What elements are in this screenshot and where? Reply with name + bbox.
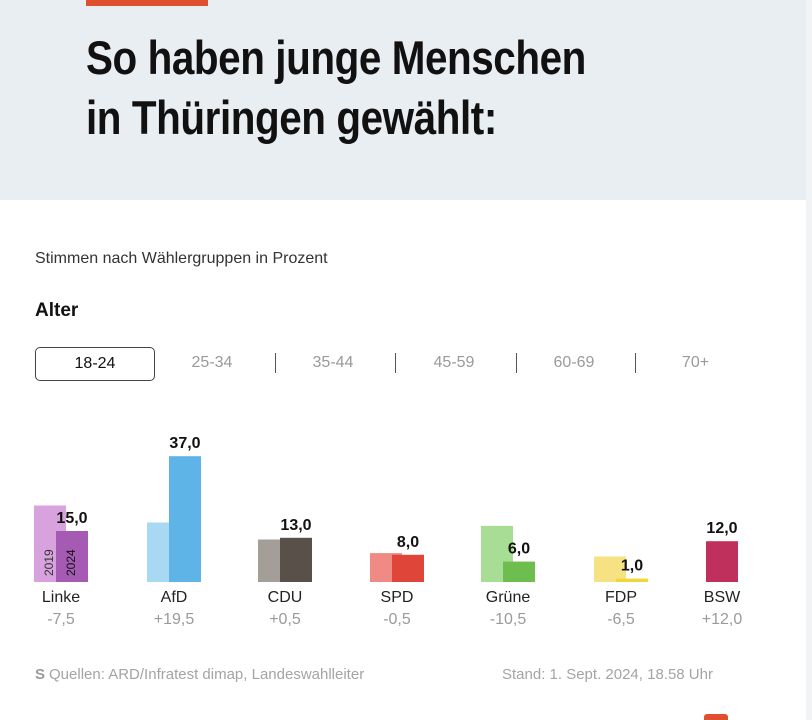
value-label-bsw: 12,0 xyxy=(706,520,737,537)
bar-2024-afd xyxy=(169,456,201,582)
tab-45-59[interactable]: 45-59 xyxy=(433,354,475,371)
change-label-linke: -7,5 xyxy=(47,611,75,628)
value-label-spd: 8,0 xyxy=(397,534,419,551)
corner-accent xyxy=(704,714,728,720)
header-banner: So haben junge Menschen in Thüringen gew… xyxy=(0,0,806,200)
tab-separator xyxy=(635,353,636,373)
category-label-linke: Linke xyxy=(42,589,80,606)
page-title: So haben junge Menschen in Thüringen gew… xyxy=(86,28,688,148)
change-label-afd: +19,5 xyxy=(154,611,195,628)
change-label-gruene: -10,5 xyxy=(490,611,527,628)
value-label-linke: 15,0 xyxy=(56,510,87,527)
bar-2024-gruene xyxy=(503,561,535,582)
age-tabs: 18-24 25-34 35-44 45-59 60-69 70+ xyxy=(35,347,755,381)
category-label-spd: SPD xyxy=(381,589,414,606)
section-label-alter: Alter xyxy=(35,300,79,321)
tab-18-24[interactable]: 18-24 xyxy=(35,347,155,381)
tab-separator xyxy=(275,353,276,373)
category-label-afd: AfD xyxy=(161,589,188,606)
bar-2024-fdp xyxy=(616,578,648,582)
timestamp: Stand: 1. Sept. 2024, 18.58 Uhr xyxy=(502,666,713,683)
tab-separator xyxy=(516,353,517,373)
vote-bar-chart: 15,0 Linke -7,5 2019 2024 37,0 AfD +19,5 13,0 CDU… xyxy=(34,435,743,628)
value-label-cdu: 13,0 xyxy=(280,517,311,534)
category-label-fdp: FDP xyxy=(605,589,637,606)
value-label-gruene: 6,0 xyxy=(508,541,530,558)
page-edge xyxy=(806,0,812,720)
bar-2024-spd xyxy=(392,554,424,582)
year-label-2024: 2024 xyxy=(64,549,78,576)
accent-bar xyxy=(86,0,208,6)
tab-70-plus[interactable]: 70+ xyxy=(681,354,710,371)
bar-2024-cdu xyxy=(280,537,312,582)
change-label-cdu: +0,5 xyxy=(269,611,301,628)
tab-25-34[interactable]: 25-34 xyxy=(191,354,233,371)
category-label-bsw: BSW xyxy=(704,589,741,606)
bar-2024-bsw xyxy=(706,541,738,582)
value-label-afd: 37,0 xyxy=(169,435,200,452)
title-line-2: in Thüringen gewählt: xyxy=(86,91,497,144)
year-label-2019: 2019 xyxy=(42,549,56,576)
source-note: S Quellen: ARD/Infratest dimap, Landeswah… xyxy=(35,666,364,683)
tab-separator xyxy=(395,353,396,373)
bar-2024-linke xyxy=(56,531,88,582)
title-line-1: So haben junge Menschen xyxy=(86,31,586,84)
category-label-cdu: CDU xyxy=(268,589,303,606)
tab-35-44[interactable]: 35-44 xyxy=(312,354,354,371)
change-label-fdp: -6,5 xyxy=(607,611,635,628)
category-label-gruene: Grüne xyxy=(486,589,531,606)
source-text: Quellen: ARD/Infratest dimap, Landeswahl… xyxy=(49,666,365,683)
bar-2019-fdp xyxy=(594,556,626,582)
value-label-fdp: 1,0 xyxy=(621,558,643,575)
tab-60-69[interactable]: 60-69 xyxy=(553,354,595,371)
chart-subtitle: Stimmen nach Wählergruppen in Prozent xyxy=(35,250,328,267)
change-label-bsw: +12,0 xyxy=(702,611,743,628)
spiegel-logo: S xyxy=(35,666,46,683)
change-label-spd: -0,5 xyxy=(383,611,411,628)
